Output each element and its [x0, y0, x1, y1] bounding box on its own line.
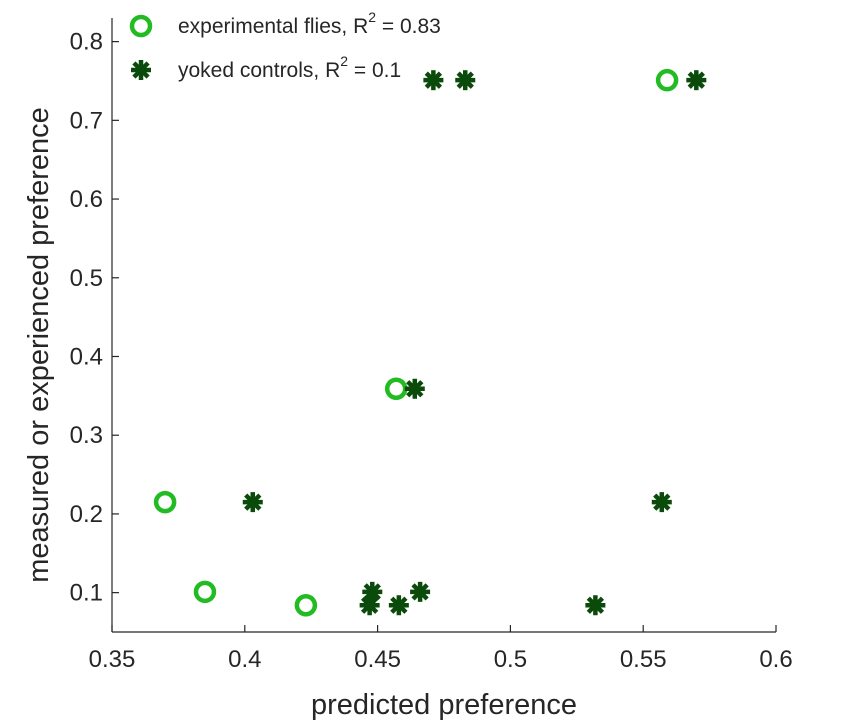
data-point-asterisk — [362, 581, 383, 602]
data-point-asterisk — [388, 595, 409, 616]
x-tick-label: 0.55 — [620, 646, 667, 673]
data-point-circle — [655, 68, 679, 92]
data-point-asterisk — [651, 492, 672, 513]
data-point-circle — [294, 593, 318, 617]
data-points — [153, 68, 707, 617]
y-tick-label: 0.1 — [70, 580, 103, 607]
data-point-asterisk — [455, 70, 476, 91]
y-tick-label: 0.7 — [70, 107, 103, 134]
data-point-asterisk — [423, 70, 444, 91]
y-tick-label: 0.8 — [70, 29, 103, 56]
y-tick-label: 0.4 — [70, 343, 103, 370]
legend: experimental flies, R2 = 0.83 yoked contr… — [129, 9, 441, 82]
data-point-circle — [153, 490, 177, 514]
data-point-asterisk — [131, 60, 151, 80]
data-point-asterisk — [242, 492, 263, 513]
data-point-asterisk — [686, 70, 707, 91]
x-tick-label: 0.5 — [494, 646, 527, 673]
data-point-circle — [129, 14, 153, 38]
axes — [111, 18, 776, 633]
legend-item: experimental flies, R2 = 0.83 — [129, 9, 441, 38]
x-tick-label: 0.4 — [228, 646, 261, 673]
legend-label: yoked controls, R2 = 0.1 — [178, 53, 401, 82]
data-point-circle — [193, 580, 217, 604]
data-point-asterisk — [585, 595, 606, 616]
x-tick-label: 0.6 — [759, 646, 792, 673]
data-point-circle — [384, 377, 408, 401]
y-tick-label: 0.2 — [70, 501, 103, 528]
x-tick-label: 0.35 — [89, 646, 136, 673]
y-tick-label: 0.5 — [70, 265, 103, 292]
y-tick-label: 0.3 — [70, 422, 103, 449]
data-point-asterisk — [410, 581, 431, 602]
y-axis-label: measured or experienced preference — [23, 107, 55, 583]
tick-marks: 0.35 0.4 0.45 0.5 0.55 0.6 0.1 0.2 0.3 0.4 0.5 0.6 0… — [70, 29, 793, 673]
legend-item: yoked controls, R2 = 0.1 — [131, 53, 401, 82]
x-tick-label: 0.45 — [354, 646, 401, 673]
data-point-asterisk — [404, 378, 425, 399]
x-axis-label: predicted preference — [311, 689, 577, 721]
legend-label: experimental flies, R2 = 0.83 — [178, 9, 441, 38]
y-tick-label: 0.6 — [70, 186, 103, 213]
